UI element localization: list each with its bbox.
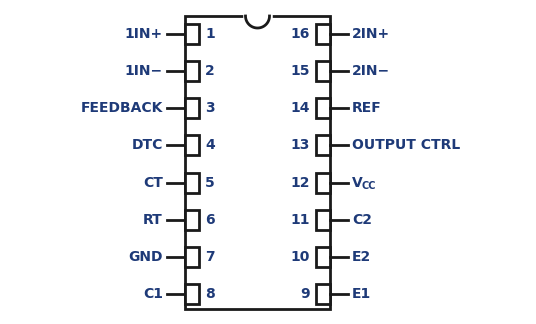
Text: 4: 4	[205, 138, 215, 152]
Bar	[185, 284, 199, 304]
Text: E1: E1	[352, 287, 371, 301]
Text: FEEDBACK: FEEDBACK	[80, 101, 163, 115]
Text: E2: E2	[352, 250, 371, 264]
Bar	[185, 173, 199, 192]
Text: V: V	[352, 176, 363, 190]
Text: 11: 11	[291, 213, 310, 227]
Text: DTC: DTC	[132, 138, 163, 152]
Text: C1: C1	[143, 287, 163, 301]
Text: 6: 6	[205, 213, 214, 227]
Text: 10: 10	[291, 250, 310, 264]
Text: 9: 9	[300, 287, 310, 301]
Bar	[185, 61, 199, 81]
Text: 2IN+: 2IN+	[352, 27, 390, 41]
Bar	[316, 173, 330, 192]
Bar	[316, 210, 330, 230]
Text: 1IN−: 1IN−	[125, 64, 163, 78]
Bar	[316, 24, 330, 44]
Bar	[316, 135, 330, 156]
Text: 3: 3	[205, 101, 214, 115]
Bar	[185, 247, 199, 267]
Bar	[316, 98, 330, 118]
Bar	[185, 135, 199, 156]
Text: GND: GND	[129, 250, 163, 264]
Text: CC: CC	[362, 180, 376, 191]
Text: 2: 2	[205, 64, 215, 78]
Bar	[185, 210, 199, 230]
Bar	[316, 284, 330, 304]
Text: RT: RT	[143, 213, 163, 227]
Text: OUTPUT CTRL: OUTPUT CTRL	[352, 138, 460, 152]
Bar	[316, 61, 330, 81]
Text: CT: CT	[143, 176, 163, 190]
Bar	[316, 247, 330, 267]
Bar	[185, 16, 330, 309]
Text: 8: 8	[205, 287, 215, 301]
Text: 2IN−: 2IN−	[352, 64, 390, 78]
Text: 12: 12	[291, 176, 310, 190]
Text: 15: 15	[291, 64, 310, 78]
Text: 14: 14	[291, 101, 310, 115]
Bar	[185, 24, 199, 44]
Text: 1: 1	[205, 27, 215, 41]
Text: 7: 7	[205, 250, 214, 264]
Text: 13: 13	[291, 138, 310, 152]
Text: 1IN+: 1IN+	[125, 27, 163, 41]
Text: C2: C2	[352, 213, 372, 227]
Text: 5: 5	[205, 176, 215, 190]
Text: 16: 16	[291, 27, 310, 41]
Text: REF: REF	[352, 101, 382, 115]
Bar	[185, 98, 199, 118]
